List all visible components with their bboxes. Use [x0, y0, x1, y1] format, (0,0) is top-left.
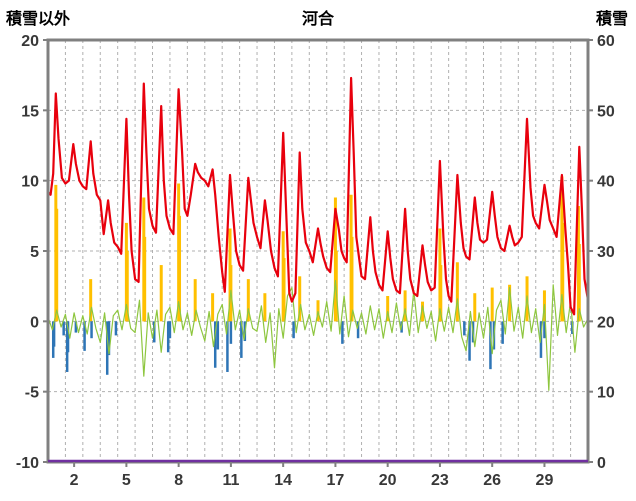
chart-title: 河合: [301, 11, 334, 28]
right-axis-tick-label: 40: [597, 174, 615, 191]
left-axis-tick-label: -10: [16, 455, 39, 472]
left-axis-tick-label: -5: [25, 385, 39, 402]
x-axis-tick-label: 11: [222, 472, 239, 489]
right-axis-tick-label: 0: [597, 455, 606, 472]
right-axis-tick-label: 10: [597, 385, 615, 402]
x-axis-tick-label: 5: [122, 472, 131, 489]
right-axis-tick-label: 20: [597, 314, 615, 331]
x-axis-tick-label: 29: [536, 472, 554, 489]
left-axis-tick-label: 0: [30, 314, 39, 331]
series-green-line: [47, 279, 589, 391]
right-axis-tick-label: 30: [597, 244, 615, 261]
x-axis-tick-label: 26: [483, 472, 501, 489]
right-axis-title: 積雪: [595, 11, 628, 28]
right-axis-tick-label: 60: [597, 33, 615, 50]
x-axis-tick-label: 23: [431, 472, 449, 489]
x-axis-tick-label: 20: [379, 472, 397, 489]
x-axis-tick-label: 8: [174, 472, 183, 489]
x-axis-tick-label: 14: [274, 472, 292, 489]
x-axis-tick-label: 17: [327, 472, 345, 489]
x-axis-tick-label: 2: [70, 472, 79, 489]
left-axis-tick-label: 15: [21, 103, 39, 120]
left-axis-title: 積雪以外: [6, 11, 71, 28]
left-axis-tick-label: 20: [21, 33, 39, 50]
left-axis-tick-label: 5: [30, 244, 39, 261]
series-red-line: [46, 76, 590, 316]
left-axis-tick-label: 10: [21, 174, 39, 191]
right-axis-tick-label: 50: [597, 103, 615, 120]
